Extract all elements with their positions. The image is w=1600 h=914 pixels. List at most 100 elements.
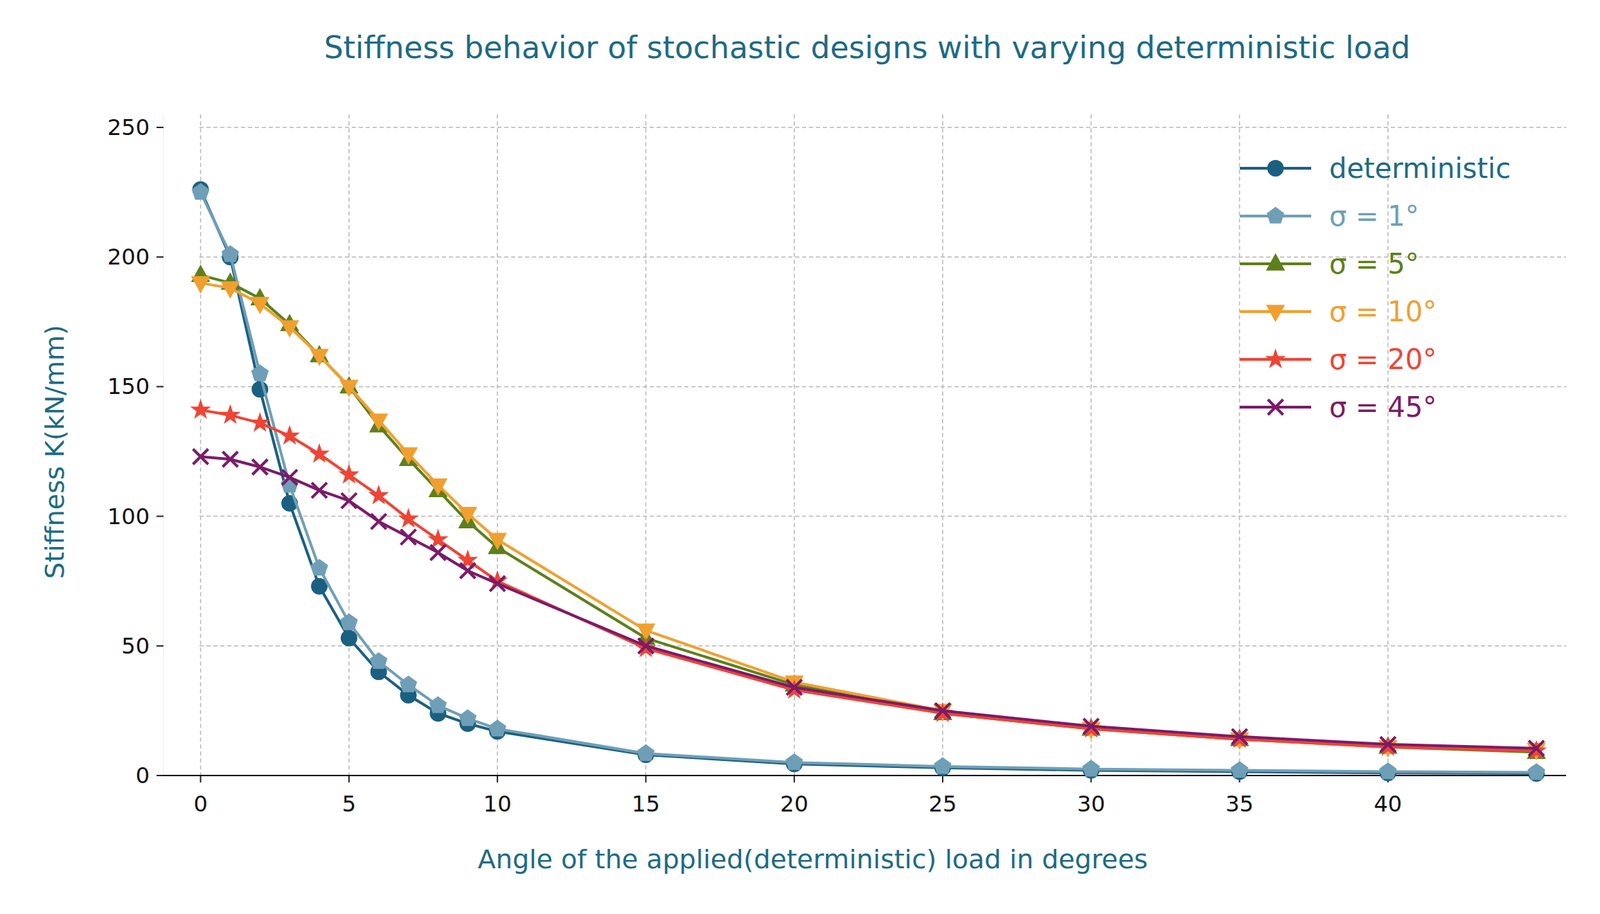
y-tick <box>156 775 164 777</box>
series <box>192 401 1546 758</box>
point <box>489 721 506 737</box>
point <box>786 754 803 770</box>
point <box>935 758 951 774</box>
point <box>400 676 417 692</box>
point <box>459 710 476 726</box>
point <box>340 466 358 483</box>
series <box>192 277 1546 760</box>
x-tick <box>793 775 796 783</box>
y-tick <box>156 516 164 518</box>
point <box>370 486 388 503</box>
point <box>281 321 298 337</box>
grid <box>156 114 1567 783</box>
x-tick <box>496 775 499 783</box>
point <box>1232 729 1248 745</box>
point <box>281 427 298 444</box>
legend-marker <box>1266 254 1284 271</box>
legend-label: σ = 10° <box>1329 295 1437 328</box>
point <box>371 513 387 530</box>
point <box>252 365 269 381</box>
point <box>1083 718 1099 735</box>
legend-label: σ = 20° <box>1329 343 1437 376</box>
point <box>1528 741 1544 757</box>
x-tick-label: 25 <box>928 790 958 818</box>
legend-marker <box>1267 207 1284 224</box>
x-tick <box>348 775 350 783</box>
point <box>310 349 328 366</box>
legend-marker <box>1266 305 1284 321</box>
legend-label: σ = 1° <box>1329 200 1420 233</box>
point <box>311 482 327 499</box>
legend-marker <box>1267 350 1285 367</box>
point <box>222 245 239 262</box>
x-tick-label: 20 <box>779 790 809 818</box>
y-axis-label: Stiffness K(kN/mm) <box>39 324 70 580</box>
point <box>1231 761 1248 778</box>
y-grid-line <box>199 645 1567 647</box>
point <box>786 680 803 696</box>
x-tick-label: 30 <box>1077 790 1106 818</box>
x-tick <box>941 775 944 783</box>
point <box>1379 763 1396 779</box>
point <box>489 534 506 550</box>
series-line <box>200 274 1537 753</box>
point <box>251 297 269 314</box>
point <box>341 630 357 647</box>
y-tick <box>156 126 164 129</box>
point <box>489 576 505 592</box>
y-tick <box>156 645 164 647</box>
y-grid-line <box>199 126 1567 129</box>
point <box>193 448 209 465</box>
point <box>429 531 447 548</box>
x-grid-line <box>348 114 350 776</box>
point <box>459 507 476 523</box>
title: Stiffness behavior of stochastic designs… <box>324 29 1411 66</box>
y-grid-line <box>199 386 1567 388</box>
series-line <box>200 410 1537 751</box>
y-axis-line <box>163 114 165 776</box>
x-tick <box>644 775 647 783</box>
point <box>370 414 388 430</box>
point <box>1083 761 1100 777</box>
legend: deterministicσ = 1°σ = 5°σ = 10°σ = 20°σ… <box>1239 152 1511 424</box>
series-line <box>200 192 1537 773</box>
series-line <box>200 456 1537 749</box>
point <box>370 653 387 669</box>
x-axis-label: Angle of the applied(deterministic) load… <box>477 844 1148 875</box>
point <box>430 545 446 561</box>
x-grid-line <box>1239 114 1241 776</box>
series <box>192 184 1545 780</box>
point <box>935 703 951 719</box>
point <box>429 479 447 495</box>
y-tick <box>156 385 164 388</box>
point <box>340 614 357 630</box>
legend-label: σ = 45° <box>1329 391 1437 424</box>
legend-marker <box>1268 399 1284 415</box>
y-tick-label: 100 <box>107 503 150 530</box>
x-grid-line <box>1090 114 1093 776</box>
point <box>400 448 417 464</box>
y-tick <box>156 256 164 258</box>
point <box>221 406 239 423</box>
point <box>192 184 209 200</box>
x-tick <box>200 775 202 783</box>
point <box>252 459 268 475</box>
y-tick-label: 250 <box>107 114 150 141</box>
x-grid-line <box>645 114 647 776</box>
point <box>281 469 298 485</box>
point <box>400 510 417 527</box>
legend-marker <box>1268 160 1284 176</box>
y-tick-label: 150 <box>107 373 150 400</box>
legend-label: σ = 5° <box>1329 247 1420 280</box>
x-tick-label: 10 <box>483 790 512 818</box>
point <box>311 579 327 595</box>
point <box>251 414 269 431</box>
x-tick-label: 0 <box>193 790 208 818</box>
y-tick-label: 0 <box>135 762 150 789</box>
point <box>401 529 417 546</box>
x-grid-line <box>496 114 499 776</box>
x-tick-label: 5 <box>342 790 357 818</box>
point <box>341 493 357 509</box>
point <box>430 697 447 713</box>
series <box>193 182 1545 782</box>
